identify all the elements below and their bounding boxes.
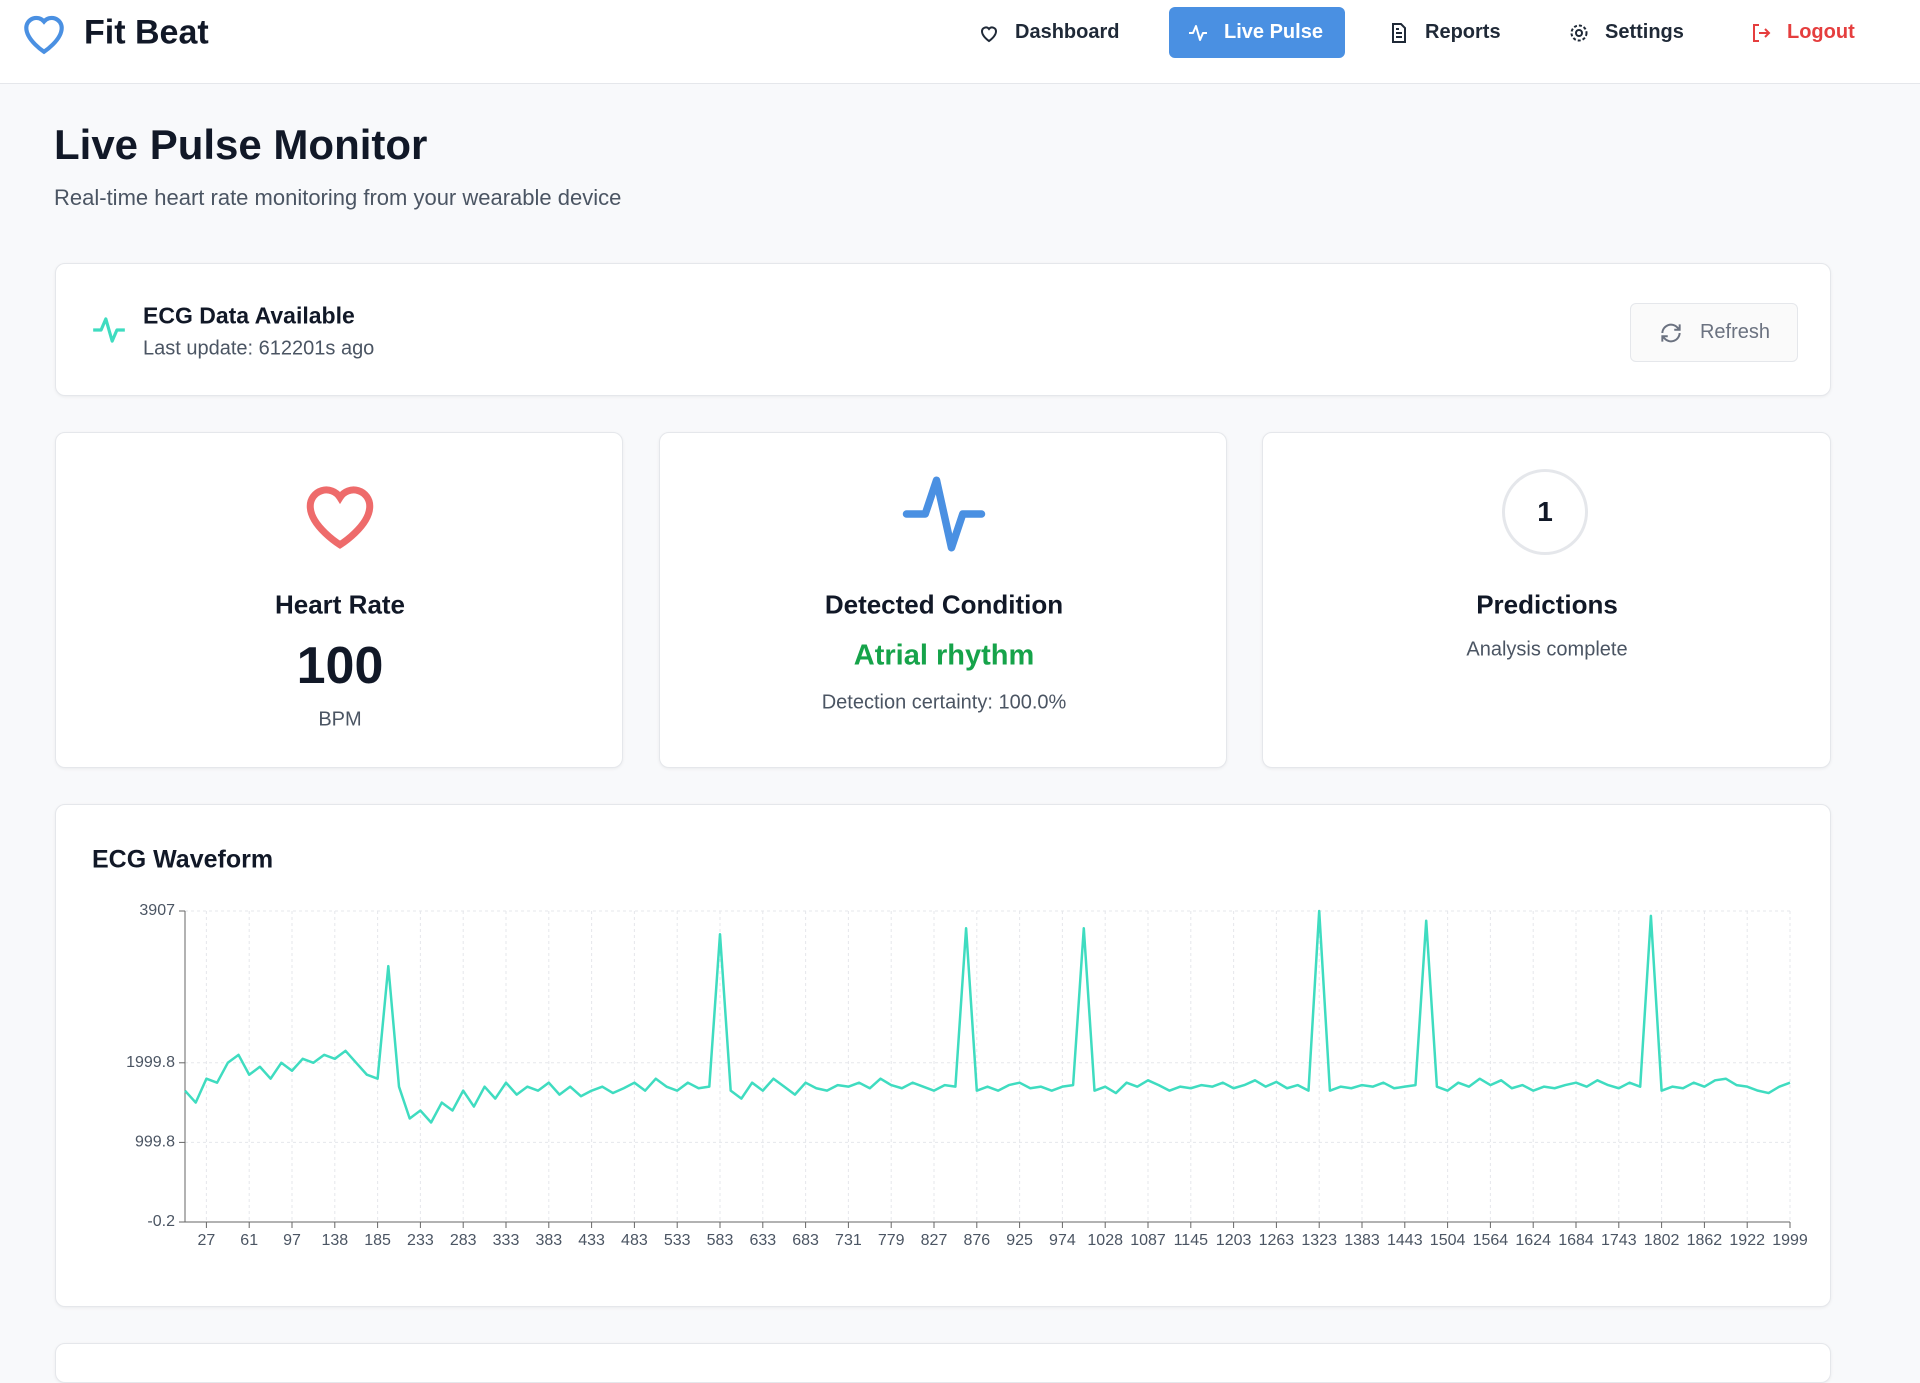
icon [1753,23,1771,42]
stat-unit: BPM [318,708,362,731]
chart-title: ECG Waveform [92,846,273,874]
status-detail: Last update: 612201s ago [143,337,375,360]
icon [1570,24,1588,41]
x-tick-label: 1443 [1387,1232,1423,1249]
x-tick-label: 333 [493,1232,520,1249]
x-tick-label: 1862 [1687,1232,1723,1249]
y-tick-label: 3907 [139,902,175,919]
nav-live-pulse[interactable]: Live Pulse [1169,7,1345,58]
x-tick-label: 1145 [1174,1232,1209,1249]
navbar: Fit Beat Dashboard Live Pulse Reports Se… [0,0,1920,84]
nav-logout[interactable]: Logout [1732,7,1872,58]
x-tick-label: 233 [407,1232,434,1249]
x-tick-label: 1999 [1772,1232,1808,1249]
x-tick-label: 27 [198,1232,216,1249]
icon [1189,24,1207,41]
x-tick-label: 583 [707,1232,734,1249]
stat-detail: Analysis complete [1466,638,1628,661]
x-tick-label: 974 [1049,1232,1076,1249]
x-tick-label: 97 [283,1232,301,1249]
x-tick-label: 876 [963,1232,990,1249]
nav-dashboard[interactable]: Dashboard [960,7,1136,58]
x-tick-label: 1028 [1087,1232,1123,1249]
stat-value: Atrial rhythm [853,639,1035,672]
nav-label: Live Pulse [1224,21,1323,43]
logo-icon [24,15,64,55]
x-tick-label: 633 [749,1232,776,1249]
nav-reports[interactable]: Reports [1370,7,1518,58]
chart-card: ECG Waveform -0.2 999.8 1999.8 3907 27 61 97 13… [55,804,1831,1307]
refresh-label: Refresh [1699,321,1771,343]
x-tick-label: 925 [1006,1232,1033,1249]
x-tick-label: 1383 [1344,1232,1380,1249]
x-tick-label: 779 [878,1232,905,1249]
x-tick-label: 731 [835,1232,862,1249]
page-title: Live Pulse Monitor [54,121,428,168]
brand[interactable]: Fit Beat [84,13,209,52]
status-title: ECG Data Available [143,302,355,329]
x-tick-label: 1564 [1473,1232,1509,1249]
stat-detail: Detection certainty: 100.0% [821,691,1067,714]
x-tick-label: 283 [450,1232,477,1249]
prediction-count: 1 [1502,469,1588,555]
heart-icon [306,486,374,549]
x-tick-label: 533 [664,1232,691,1249]
x-tick-label: 483 [621,1232,648,1249]
x-tick-label: 1684 [1558,1232,1594,1249]
chart: ECG Waveform -0.2 999.8 1999.8 3907 27 61 97 13… [92,846,1808,1250]
x-tick-label: 683 [792,1232,819,1249]
icon [1392,22,1406,43]
stat-value: 100 [296,637,384,695]
x-tick-label: 1087 [1130,1232,1166,1249]
page-subtitle: Real-time heart rate monitoring from you… [54,185,622,210]
x-tick-label: 1802 [1644,1232,1680,1249]
nav-label: Settings [1605,21,1684,43]
x-tick-label: 1624 [1515,1232,1551,1249]
stat-label: Heart Rate [274,589,406,620]
stat-label: Detected Condition [824,589,1064,620]
x-tick-label: 1323 [1301,1232,1337,1249]
x-tick-label: 1504 [1430,1232,1466,1249]
x-tick-label: 61 [240,1232,258,1249]
y-tick-label: -0.2 [147,1213,175,1230]
pulse-icon [902,476,986,552]
x-tick-label: 827 [921,1232,948,1249]
stat-label: Predictions [1476,589,1618,620]
refresh-button[interactable]: Refresh [1630,303,1798,362]
stat-card: Detected Condition Atrial rhythm Detecti… [659,432,1227,768]
icon [980,25,998,42]
x-tick-label: 1922 [1729,1232,1765,1249]
y-tick-label: 999.8 [135,1134,175,1151]
y-tick-label: 1999.8 [126,1054,175,1071]
x-tick-label: 383 [535,1232,562,1249]
x-tick-label: 1203 [1216,1232,1252,1249]
status-card: ECG Data Available Last update: 612201s … [55,263,1831,396]
nav-label: Dashboard [1015,21,1120,43]
nav-label: Reports [1425,21,1501,43]
stat-card: 1 Predictions Analysis complete [1262,432,1831,768]
stat-card: Heart Rate 100 BPM [55,432,623,768]
nav-settings[interactable]: Settings [1550,7,1701,58]
status-icon [93,317,125,343]
x-tick-label: 138 [321,1232,348,1249]
nav-label: Logout [1787,21,1855,43]
x-tick-label: 185 [364,1232,391,1249]
next-card [55,1343,1831,1383]
x-tick-label: 1263 [1259,1232,1295,1249]
x-tick-label: 1743 [1601,1232,1637,1249]
refresh-icon [1661,323,1681,342]
x-tick-label: 433 [578,1232,605,1249]
ecg-line [184,909,1791,1124]
